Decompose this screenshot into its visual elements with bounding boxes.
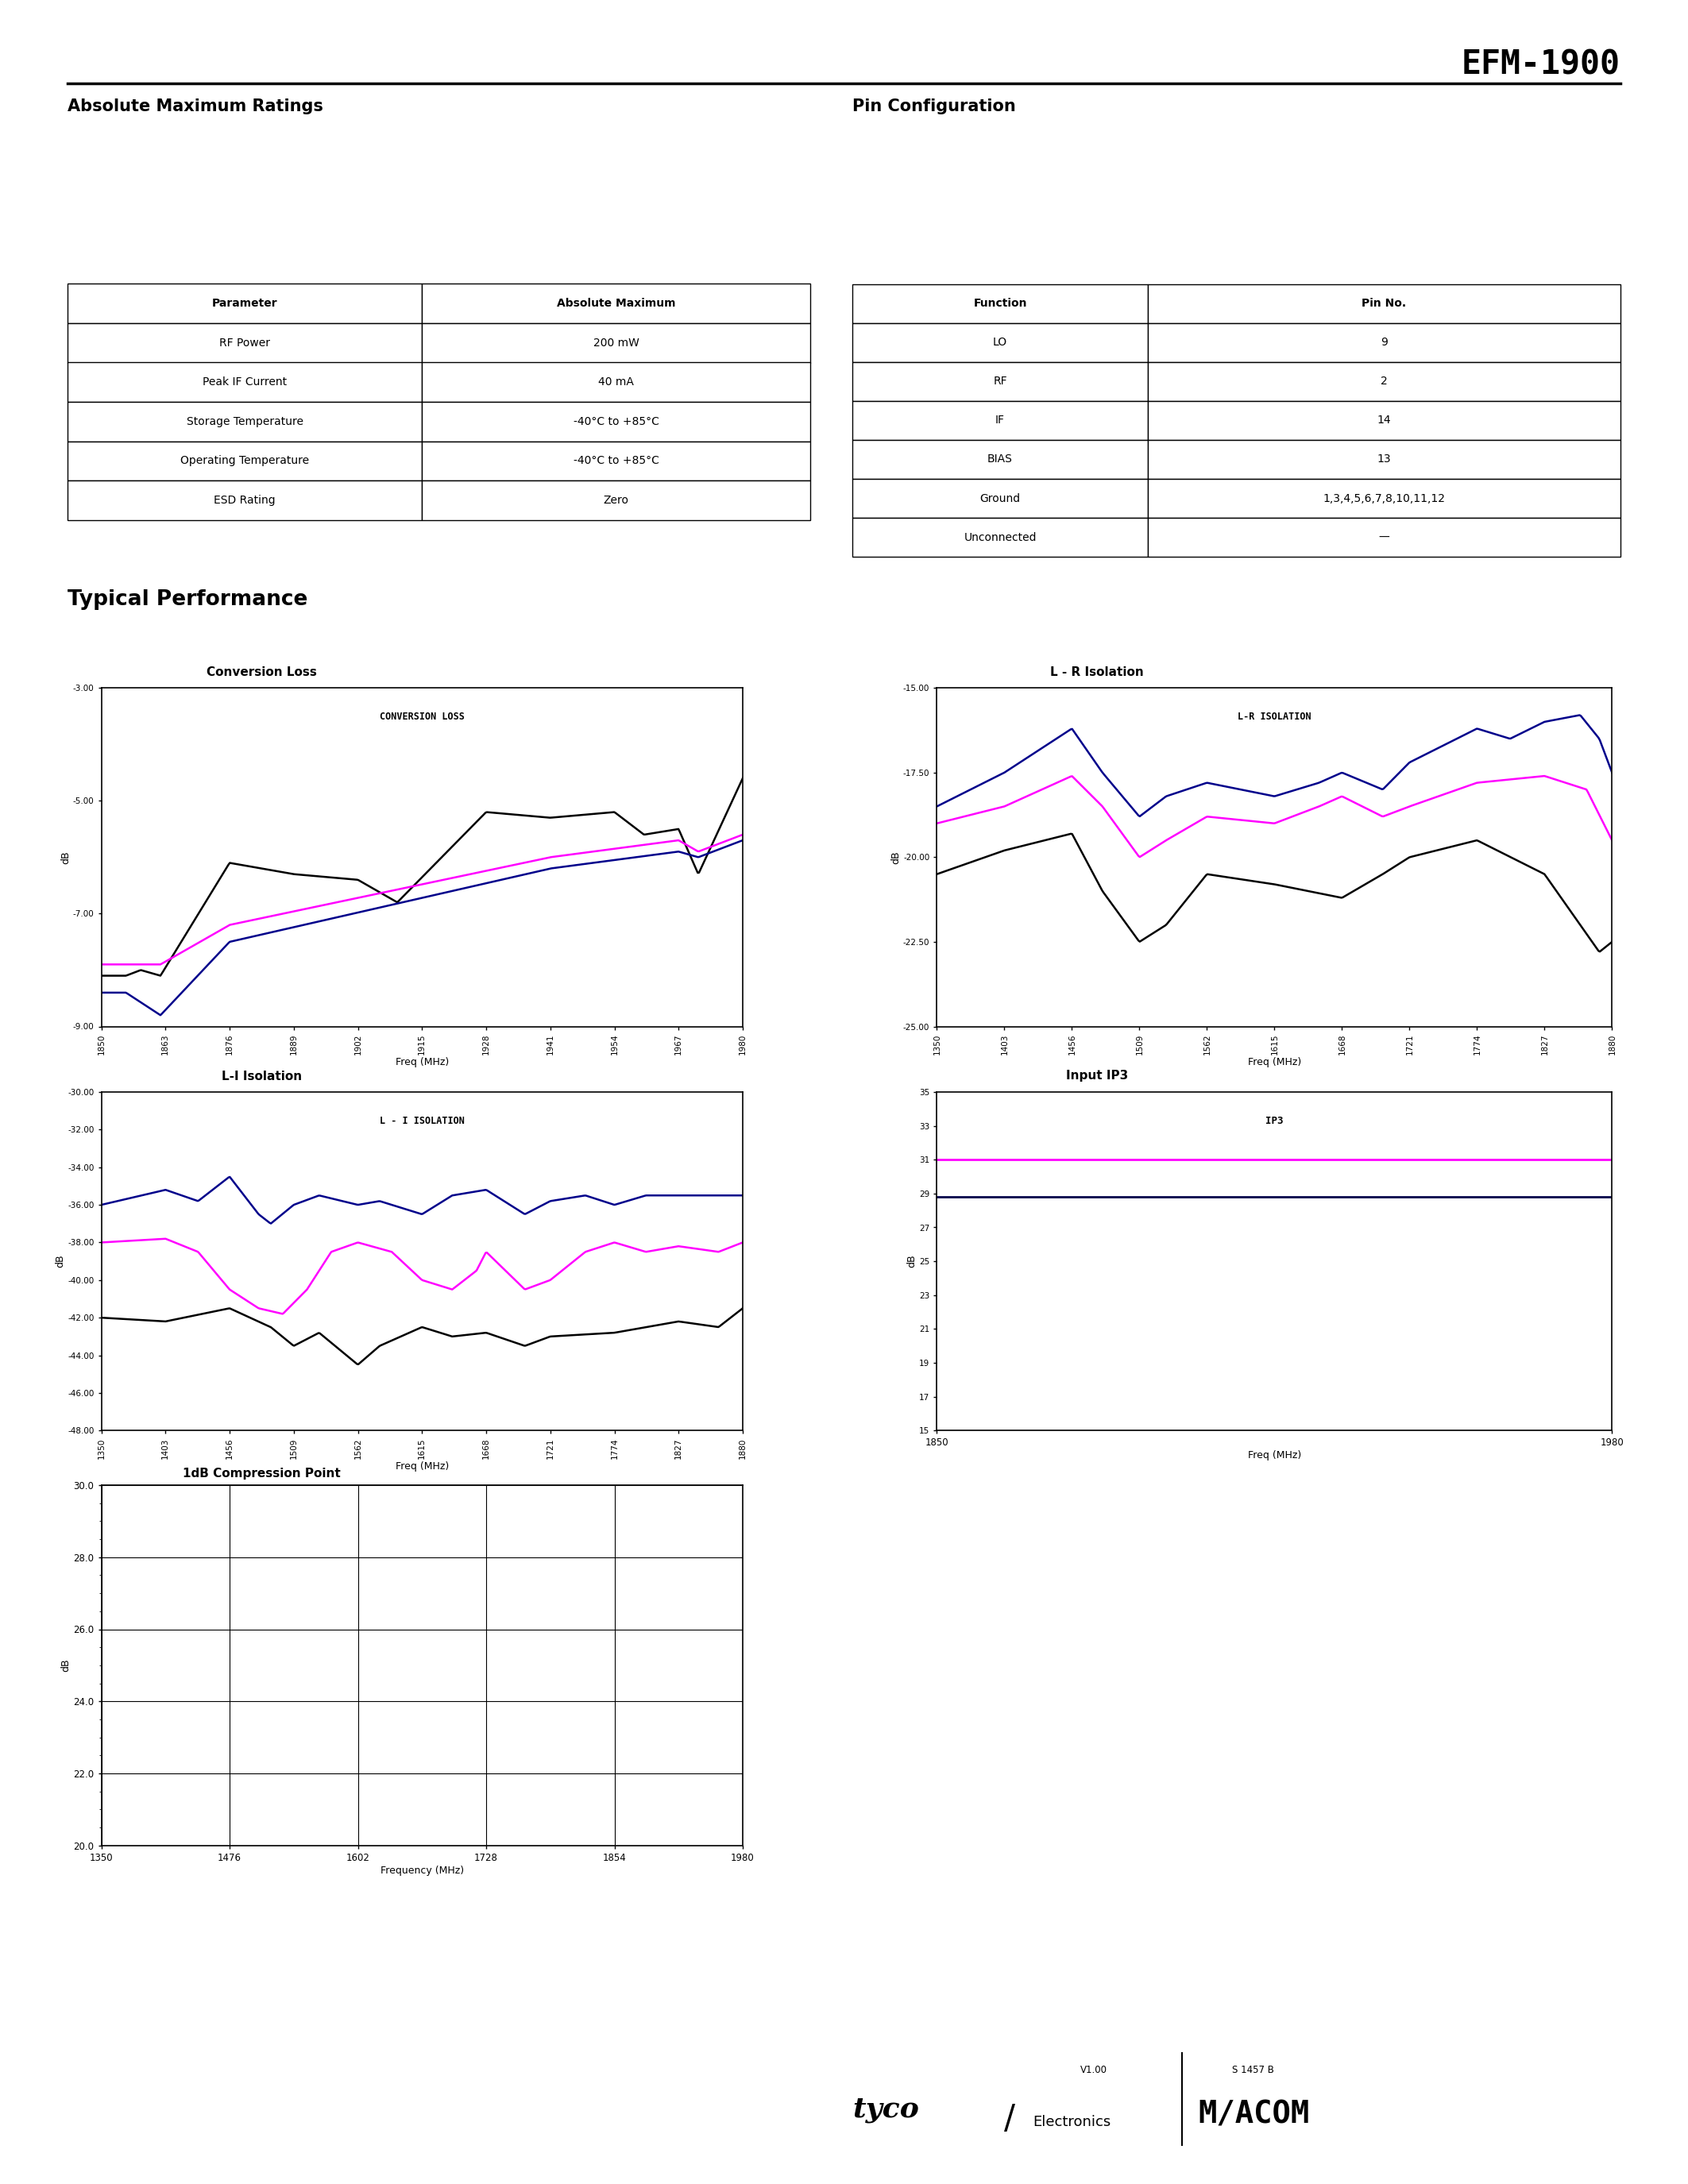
Y-axis label: dB: dB: [906, 1254, 917, 1269]
X-axis label: Freq (MHz): Freq (MHz): [1247, 1450, 1301, 1461]
Text: Unconnected: Unconnected: [964, 533, 1036, 544]
Y-axis label: dB: dB: [891, 850, 901, 865]
Text: IP3: IP3: [1266, 1116, 1283, 1127]
Y-axis label: dB: dB: [56, 1254, 66, 1269]
Text: 14: 14: [1377, 415, 1391, 426]
Text: /: /: [1004, 2103, 1016, 2136]
Text: Operating Temperature: Operating Temperature: [181, 454, 309, 467]
Y-axis label: dB: dB: [61, 1658, 71, 1673]
Text: Conversion Loss: Conversion Loss: [206, 666, 317, 677]
Text: Input IP3: Input IP3: [1067, 1070, 1128, 1081]
Text: —: —: [1379, 533, 1389, 544]
Text: 40 mA: 40 mA: [598, 376, 635, 389]
Text: BIAS: BIAS: [987, 454, 1013, 465]
Text: Parameter: Parameter: [213, 297, 277, 310]
Text: Zero: Zero: [603, 494, 630, 507]
Text: Function: Function: [974, 297, 1026, 308]
Text: Peak IF Current: Peak IF Current: [203, 376, 287, 389]
Text: EFM-1900: EFM-1900: [1462, 48, 1620, 81]
Text: Storage Temperature: Storage Temperature: [186, 415, 304, 428]
Text: CONVERSION LOSS: CONVERSION LOSS: [380, 712, 464, 723]
Text: RF Power: RF Power: [219, 336, 270, 349]
Text: 13: 13: [1377, 454, 1391, 465]
Text: 9: 9: [1381, 336, 1388, 347]
X-axis label: Freq (MHz): Freq (MHz): [395, 1057, 449, 1068]
Text: L - R Isolation: L - R Isolation: [1050, 666, 1144, 677]
Text: Absolute Maximum: Absolute Maximum: [557, 297, 675, 310]
Text: Absolute Maximum Ratings: Absolute Maximum Ratings: [68, 98, 322, 114]
Text: 1dB Compression Point: 1dB Compression Point: [182, 1468, 341, 1479]
Text: -40°C to +85°C: -40°C to +85°C: [574, 415, 658, 428]
Text: Electronics: Electronics: [1033, 2114, 1111, 2129]
X-axis label: Frequency (MHz): Frequency (MHz): [380, 1865, 464, 1876]
Text: Pin Configuration: Pin Configuration: [852, 98, 1016, 114]
Y-axis label: dB: dB: [61, 850, 71, 865]
Text: 1,3,4,5,6,7,8,10,11,12: 1,3,4,5,6,7,8,10,11,12: [1323, 494, 1445, 505]
Text: V1.00: V1.00: [1080, 2064, 1107, 2075]
Text: L-I Isolation: L-I Isolation: [221, 1070, 302, 1081]
Text: RF: RF: [993, 376, 1008, 387]
Text: Typical Performance: Typical Performance: [68, 590, 307, 609]
Text: 200 mW: 200 mW: [592, 336, 640, 349]
Text: LO: LO: [993, 336, 1008, 347]
X-axis label: Freq (MHz): Freq (MHz): [1247, 1057, 1301, 1068]
Text: M/ACOM: M/ACOM: [1198, 2099, 1310, 2129]
Text: L-R ISOLATION: L-R ISOLATION: [1237, 712, 1312, 723]
Text: S 1457 B: S 1457 B: [1232, 2064, 1274, 2075]
Text: L - I ISOLATION: L - I ISOLATION: [380, 1116, 464, 1127]
Text: Ground: Ground: [979, 494, 1021, 505]
Text: ESD Rating: ESD Rating: [214, 494, 275, 507]
X-axis label: Freq (MHz): Freq (MHz): [395, 1461, 449, 1472]
Text: IF: IF: [996, 415, 1004, 426]
Text: tyco: tyco: [852, 2097, 918, 2123]
Text: 2: 2: [1381, 376, 1388, 387]
Text: -40°C to +85°C: -40°C to +85°C: [574, 454, 658, 467]
Text: Pin No.: Pin No.: [1362, 297, 1406, 308]
